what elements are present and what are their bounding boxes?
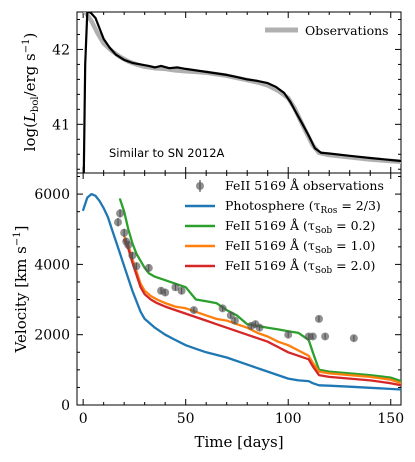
observation-point: [114, 218, 123, 227]
observation-point: [218, 304, 227, 313]
observation-point: [284, 330, 293, 339]
x-tick-label: 0: [79, 411, 88, 427]
velocity-curve-0: [82, 192, 401, 391]
legend-observations-label: Observations: [305, 23, 389, 38]
legend-label-rest: = 2.0): [332, 258, 375, 273]
velocity-y-axis-label: Velocity [km s−1]: [12, 226, 30, 354]
observation-point: [189, 306, 198, 315]
legend-label-rest: = 1.0): [332, 238, 375, 253]
legend-label-rest: = 0.2): [332, 218, 375, 233]
velocity-y-tick-label: 6000: [34, 187, 70, 203]
legend-label: FeII 5169 Å observations: [225, 178, 384, 193]
velocity-plot-frame: [76, 172, 402, 406]
luminosity-y-tick-label: 41: [52, 117, 70, 133]
x-axis-label: Time [days]: [194, 433, 283, 451]
observation-point: [308, 332, 317, 341]
legend-label: FeII 5169 Å (τSob = 2.0): [225, 258, 375, 276]
observation-point: [116, 209, 125, 218]
observation-point: [144, 263, 153, 272]
observation-point: [161, 288, 170, 297]
observation-point: [349, 334, 358, 343]
luminosity-annotation: Similar to SN 2012A: [109, 146, 225, 160]
observation-point: [177, 286, 186, 295]
observation-point: [321, 332, 330, 341]
legend-label-subscript: Ros: [321, 206, 338, 216]
velocity-y-tick-label: 2000: [34, 328, 70, 344]
observation-point: [120, 228, 129, 237]
legend-label-rest: = 2/3): [337, 198, 380, 213]
observation-point: [230, 316, 239, 325]
velocity-legend: FeII 5169 Å observations Photosphere (τRo…: [185, 178, 384, 276]
legend-label: FeII 5169 Å (τSob = 1.0): [225, 238, 375, 256]
legend-label: FeII 5169 Å (τSob = 0.2): [225, 218, 375, 236]
legend-label-subscript: Sob: [315, 266, 333, 276]
legend-label-main: FeII 5169 Å (τ: [225, 218, 315, 233]
legend-label-main: FeII 5169 Å (τ: [225, 238, 315, 253]
observation-point: [128, 251, 137, 260]
observation-point: [124, 241, 133, 250]
legend-label-main: FeII 5169 Å (τ: [225, 258, 315, 273]
luminosity-y-tick-label: 42: [52, 42, 70, 58]
legend-label-main: Photosphere (τ: [225, 198, 321, 213]
velocity-y-tick-label: 4000: [34, 257, 70, 273]
luminosity-panel: 41 42 Similar to SN 2012A Observations lo…: [21, 11, 402, 174]
velocity-curve-3: [123, 238, 401, 387]
luminosity-legend: Observations: [265, 23, 389, 38]
legend-label: Photosphere (τRos = 2/3): [225, 198, 381, 216]
x-tick-label: 100: [275, 411, 302, 427]
observation-point: [132, 262, 141, 271]
x-tick-label: 150: [377, 411, 404, 427]
observation-point: [314, 314, 323, 323]
x-tick-label: 50: [177, 411, 195, 427]
luminosity-y-axis-label: log(Lbol/erg s−1): [21, 33, 41, 152]
legend-label-subscript: Sob: [315, 226, 333, 236]
legend-observations-marker: [196, 182, 204, 190]
observation-point: [171, 283, 180, 292]
observation-point: [255, 323, 264, 332]
legend-label-subscript: Sob: [315, 246, 333, 256]
model-luminosity-curve: [82, 12, 401, 173]
velocity-panel: 0 2000 4000 6000 0 50 100 150 FeII 5169 Å obser…: [12, 172, 404, 451]
velocity-y-tick-label: 0: [61, 398, 70, 414]
